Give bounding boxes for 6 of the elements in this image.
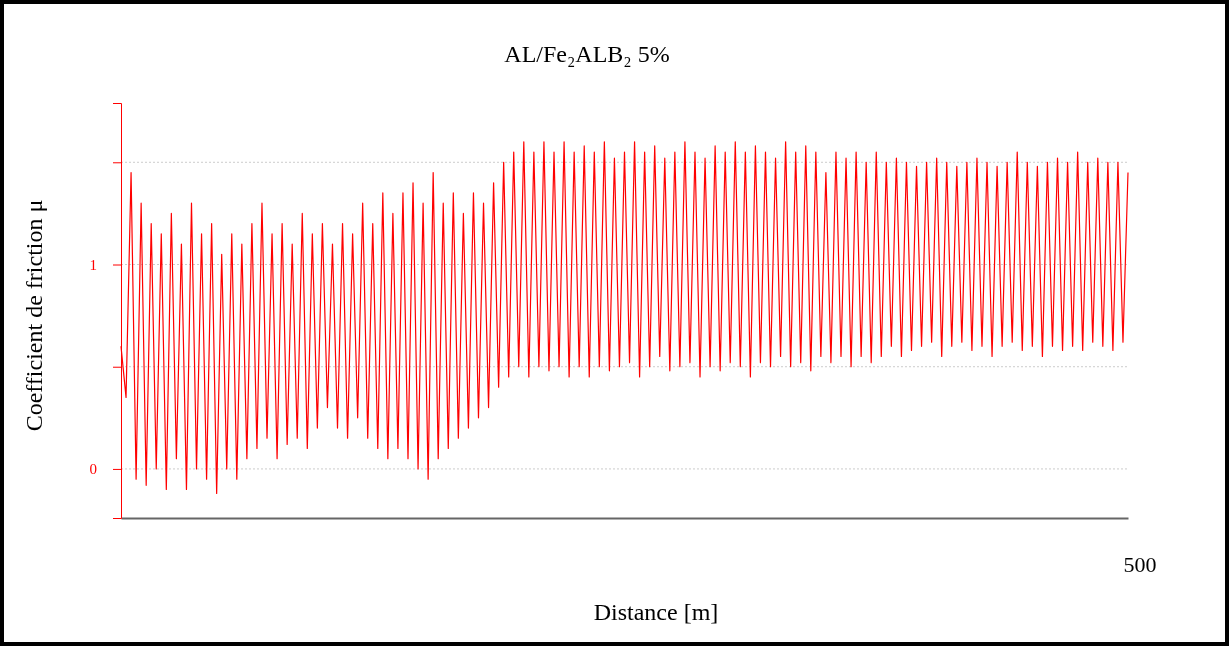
y-axis-title: Coefficient de friction μ [21, 199, 47, 432]
chart-title: AL/Fe₂ALB₂ 5% [504, 41, 670, 67]
y-tick-label: 1 [89, 256, 97, 273]
x-axis-title: Distance [m] [593, 599, 719, 625]
y-tick-label: 0 [89, 461, 97, 478]
text: 500 [1123, 552, 1157, 577]
